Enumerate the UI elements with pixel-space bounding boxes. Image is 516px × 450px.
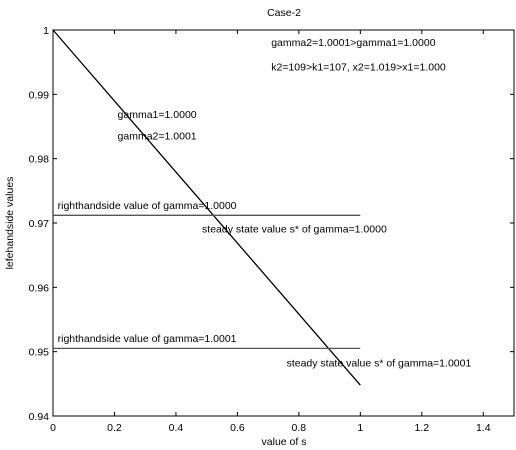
y-tick-label: 0.98 — [29, 154, 50, 166]
ticks-layer: 0 0.2 0.4 0.6 0.8 1 1.2 1.4 0.94 0.95 0.96 0.97 0.98… — [29, 25, 514, 434]
y-tick-label: 0.95 — [29, 347, 50, 359]
x-tick-label: 0 — [50, 422, 56, 434]
annotation-label: righthandside value of gamma=1.0000 — [58, 200, 237, 212]
x-tick-label: 0.4 — [169, 422, 184, 434]
x-tick-label: 0.2 — [107, 422, 122, 434]
chart-title: Case-2 — [267, 7, 301, 19]
annotation-label: gamma1=1.0000 — [118, 109, 197, 121]
y-tick-label: 0.96 — [29, 282, 50, 294]
y-tick-label: 0.94 — [29, 411, 50, 423]
annotation-label: righthandside value of gamma=1.0001 — [58, 333, 237, 345]
annotation-label: k2=109>k1=107, x2=1.019>x1=1.000 — [271, 62, 446, 74]
y-axis-label: lefehandside values — [4, 177, 16, 270]
annotation-layer: gamma2=1.0001>gamma1=1.0000 k2=109>k1=107… — [58, 37, 472, 369]
annotation-label: gamma2=1.0001>gamma1=1.0000 — [271, 37, 435, 49]
x-axis-label: value of s — [262, 436, 307, 448]
annotation-label: gamma2=1.0001 — [118, 130, 197, 142]
y-tick-label: 1 — [43, 25, 49, 37]
x-tick-label: 0.8 — [292, 422, 307, 434]
y-tick-label: 0.99 — [29, 89, 50, 101]
x-tick-label: 1.4 — [476, 422, 491, 434]
series-line-1 — [52, 29, 361, 386]
x-tick-label: 1 — [357, 422, 363, 434]
series-layer — [52, 29, 361, 386]
y-tick-label: 0.97 — [29, 218, 50, 230]
annotation-label: steady state value s* of gamma=1.0000 — [202, 224, 387, 236]
annotation-label: steady state value s* of gamma=1.0001 — [287, 357, 472, 369]
x-tick-label: 0.6 — [230, 422, 245, 434]
x-tick-label: 1.2 — [414, 422, 429, 434]
